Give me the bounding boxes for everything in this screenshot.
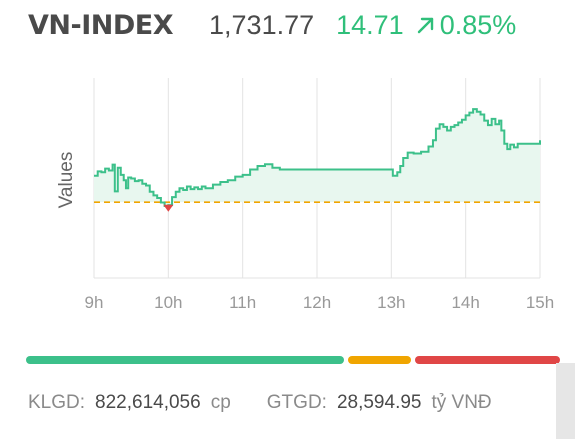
volume-label: KLGD: <box>28 392 86 413</box>
index-header: VN-INDEX 1,731.77 14.71 0.85% <box>28 10 565 41</box>
arrow-up-right-icon <box>416 15 436 35</box>
volume-unit: cp <box>210 392 231 413</box>
breadth-segment-unchanged <box>348 356 412 364</box>
x-tick-label: 9h <box>85 293 104 312</box>
x-tick-label: 14h <box>451 293 479 312</box>
x-tick-label: 10h <box>154 293 182 312</box>
x-tick-label: 15h <box>526 293 554 312</box>
intraday-chart[interactable]: 9h 10h 11h 12h 13h 14h 15h Values <box>0 60 575 330</box>
scrollbar-stub[interactable] <box>556 363 575 439</box>
x-tick-label: 12h <box>303 293 331 312</box>
trade-value: 28,594.95 <box>336 392 422 413</box>
x-tick-label: 13h <box>377 293 405 312</box>
index-change-value: 14.71 <box>336 10 404 40</box>
index-name: VN-INDEX <box>28 10 174 41</box>
intraday-chart-svg[interactable]: 9h 10h 11h 12h 13h 14h 15h Values <box>0 60 575 330</box>
session-low-marker <box>163 204 174 212</box>
breadth-segment-advancers <box>26 356 345 364</box>
x-axis-ticks: 9h 10h 11h 12h 13h 14h 15h <box>85 293 555 312</box>
breadth-segment-decliners <box>415 356 561 364</box>
volume-value: 822,614,056 <box>95 392 201 413</box>
price-line <box>94 108 541 207</box>
market-breadth-bar <box>26 356 561 364</box>
index-change-percent: 0.85% <box>439 10 517 40</box>
trade-value-unit: tỷ VNĐ <box>431 392 492 413</box>
x-tick-label: 11h <box>229 293 256 312</box>
price-area-fill <box>94 109 540 206</box>
trade-value-label: GTGD: <box>266 392 327 413</box>
trading-summary: KLGD: 822,614,056 cp GTGD: 28,594.95 tỷ … <box>28 392 559 416</box>
y-axis-title: Values <box>56 152 77 209</box>
index-value: 1,731.77 <box>209 10 315 40</box>
low-marker-layer <box>163 204 174 212</box>
